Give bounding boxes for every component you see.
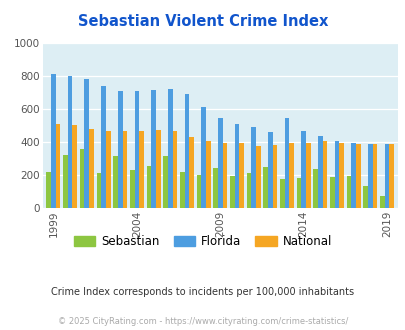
Bar bbox=[46, 172, 51, 208]
Bar bbox=[72, 125, 77, 208]
Bar bbox=[196, 175, 201, 208]
Bar bbox=[189, 137, 194, 208]
Bar bbox=[322, 141, 326, 208]
Bar bbox=[163, 156, 168, 208]
Bar bbox=[151, 90, 156, 208]
Bar bbox=[96, 173, 101, 208]
Bar bbox=[89, 129, 94, 208]
Bar bbox=[213, 168, 217, 208]
Bar bbox=[106, 131, 110, 208]
Bar bbox=[367, 144, 372, 208]
Bar bbox=[139, 131, 143, 208]
Bar bbox=[168, 89, 172, 208]
Bar bbox=[329, 178, 334, 208]
Bar bbox=[113, 156, 117, 208]
Legend: Sebastian, Florida, National: Sebastian, Florida, National bbox=[69, 231, 336, 253]
Bar bbox=[68, 76, 72, 208]
Bar bbox=[246, 173, 251, 208]
Bar bbox=[350, 143, 355, 208]
Bar bbox=[251, 127, 255, 208]
Text: © 2025 CityRating.com - https://www.cityrating.com/crime-statistics/: © 2025 CityRating.com - https://www.city… bbox=[58, 317, 347, 326]
Bar bbox=[222, 143, 227, 208]
Text: Sebastian Violent Crime Index: Sebastian Violent Crime Index bbox=[78, 14, 327, 29]
Bar bbox=[372, 145, 376, 208]
Bar bbox=[156, 130, 160, 208]
Bar bbox=[179, 172, 184, 208]
Bar bbox=[289, 143, 293, 208]
Bar bbox=[317, 136, 322, 208]
Bar bbox=[339, 143, 343, 208]
Bar bbox=[355, 145, 360, 208]
Bar bbox=[84, 79, 89, 208]
Bar bbox=[384, 144, 388, 208]
Bar bbox=[55, 124, 60, 208]
Bar bbox=[134, 91, 139, 208]
Bar bbox=[101, 86, 106, 208]
Bar bbox=[122, 131, 127, 208]
Bar bbox=[301, 131, 305, 208]
Bar bbox=[267, 132, 272, 208]
Bar bbox=[379, 195, 384, 208]
Bar bbox=[284, 118, 289, 208]
Bar bbox=[346, 176, 350, 208]
Bar bbox=[205, 141, 210, 208]
Bar bbox=[51, 74, 55, 208]
Bar bbox=[296, 178, 301, 208]
Bar bbox=[305, 143, 310, 208]
Bar bbox=[362, 186, 367, 208]
Bar bbox=[184, 94, 189, 208]
Bar bbox=[272, 145, 277, 208]
Bar bbox=[80, 149, 84, 208]
Bar bbox=[217, 118, 222, 208]
Bar bbox=[172, 131, 177, 208]
Bar bbox=[239, 143, 243, 208]
Bar bbox=[313, 169, 317, 208]
Bar bbox=[234, 124, 239, 208]
Bar bbox=[229, 176, 234, 208]
Bar bbox=[388, 145, 393, 208]
Text: Crime Index corresponds to incidents per 100,000 inhabitants: Crime Index corresponds to incidents per… bbox=[51, 287, 354, 297]
Bar bbox=[117, 91, 122, 208]
Bar bbox=[262, 168, 267, 208]
Bar bbox=[255, 146, 260, 208]
Bar bbox=[63, 155, 68, 208]
Bar bbox=[146, 166, 151, 208]
Bar bbox=[130, 170, 134, 208]
Bar bbox=[201, 107, 205, 208]
Bar bbox=[334, 141, 339, 208]
Bar bbox=[279, 179, 284, 208]
